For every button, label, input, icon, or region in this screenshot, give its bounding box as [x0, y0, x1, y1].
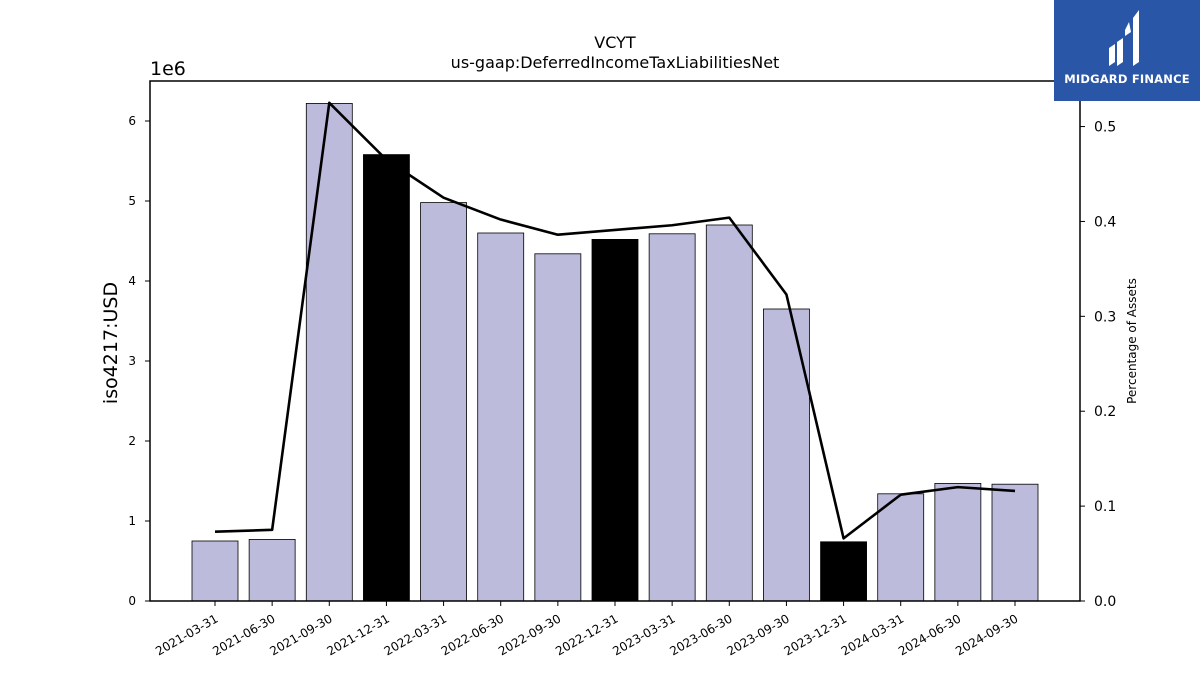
chart-subtitle: us-gaap:DeferredIncomeTaxLiabilitiesNet — [451, 53, 780, 72]
x-tick-label-2022-06-30: 2022-06-30 — [439, 611, 506, 658]
bar-2021-12-31 — [363, 154, 410, 602]
bar-2022-09-30 — [534, 253, 582, 602]
x-tick-label-2024-06-30: 2024-06-30 — [896, 611, 963, 658]
brand-name: MIDGARD FINANCE — [1064, 72, 1190, 86]
y-tick-label-6: 6 — [128, 114, 136, 128]
bar-2023-12-31 — [820, 541, 867, 602]
x-tick-label-2022-12-31: 2022-12-31 — [553, 611, 620, 658]
x-tick-label-2022-03-31: 2022-03-31 — [382, 611, 449, 658]
bar-2023-06-30 — [705, 224, 753, 602]
y-tick-label-2: 2 — [128, 434, 136, 448]
y-multiplier-label: 1e6 — [150, 58, 186, 80]
bar-2022-03-31 — [420, 202, 467, 602]
y-right-tick-label-0.0: 0.0 — [1094, 594, 1116, 610]
bar-2021-03-31 — [191, 540, 239, 602]
y-right-tick-label-0.2: 0.2 — [1094, 404, 1116, 420]
y-tick-label-3: 3 — [128, 354, 136, 368]
y-axis-label: iso4217:USD — [100, 282, 122, 404]
midgard-logo-icon — [1109, 10, 1139, 66]
y-right-tick-label-0.3: 0.3 — [1094, 309, 1116, 325]
y-tick-label-0: 0 — [128, 594, 136, 608]
bar-2024-06-30 — [934, 482, 982, 602]
y-right-tick-label-0.5: 0.5 — [1094, 120, 1116, 136]
x-tick-label-2023-06-30: 2023-06-30 — [667, 611, 734, 658]
line-group — [214, 101, 1016, 540]
x-tick-label-2021-12-31: 2021-12-31 — [325, 611, 392, 658]
chart-title: VCYT — [594, 33, 636, 52]
bar-2022-12-31 — [591, 238, 639, 602]
x-tick-label-2024-09-30: 2024-09-30 — [953, 611, 1020, 658]
bar-2024-03-31 — [877, 493, 925, 602]
percentage-line — [214, 101, 1016, 540]
bar-2024-09-30 — [991, 483, 1039, 602]
x-tick-label-2023-03-31: 2023-03-31 — [610, 611, 677, 658]
bar-2022-06-30 — [477, 232, 525, 602]
bars-group — [191, 103, 1039, 602]
x-tick-label-2021-09-30: 2021-09-30 — [267, 611, 334, 658]
x-tick-label-2023-12-31: 2023-12-31 — [782, 611, 849, 658]
y-right-tick-label-0.4: 0.4 — [1094, 214, 1116, 230]
brand-logo: MIDGARD FINANCE — [1054, 0, 1200, 101]
y-right-tick-label-0.1: 0.1 — [1094, 499, 1116, 515]
y-axis-right-label: Percentage of Assets — [1125, 278, 1139, 404]
y-tick-label-1: 1 — [128, 514, 136, 528]
bar-2023-09-30 — [763, 308, 810, 602]
x-tick-label-2021-03-31: 2021-03-31 — [153, 611, 220, 658]
bar-2021-09-30 — [305, 103, 353, 602]
bar-2023-03-31 — [648, 233, 696, 602]
y-tick-label-5: 5 — [128, 194, 136, 208]
x-tick-label-2023-09-30: 2023-09-30 — [725, 611, 792, 658]
x-tick-label-2022-09-30: 2022-09-30 — [496, 611, 563, 658]
bar-2021-06-30 — [248, 539, 296, 602]
y-tick-label-4: 4 — [128, 274, 136, 288]
x-tick-label-2024-03-31: 2024-03-31 — [839, 611, 906, 658]
x-tick-label-2021-06-30: 2021-06-30 — [210, 611, 277, 658]
